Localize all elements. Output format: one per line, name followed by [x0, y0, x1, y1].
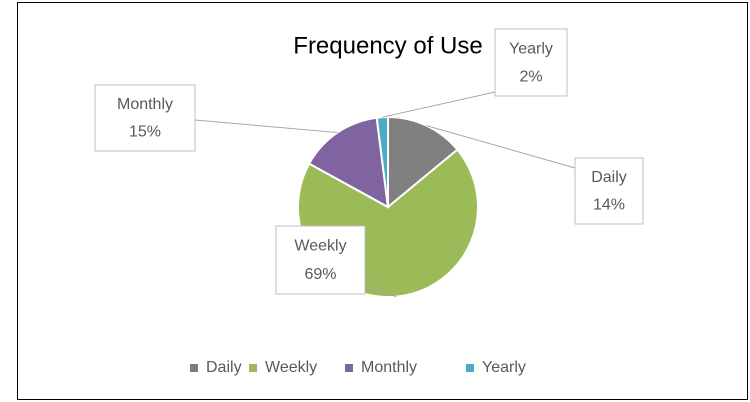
- legend-swatch: [190, 364, 198, 372]
- leader-line: [382, 91, 496, 118]
- data-label-box: [275, 225, 366, 295]
- data-label-box: [94, 84, 196, 152]
- pie-slice: [307, 116, 390, 209]
- data-label-value: 14%: [593, 197, 625, 214]
- data-label-box: [494, 28, 568, 97]
- legend-swatch: [345, 364, 353, 372]
- chart-title: Frequency of Use: [293, 32, 482, 59]
- legend-swatch: [466, 364, 474, 372]
- legend-swatch: [249, 364, 257, 372]
- data-label-name: Weekly: [294, 238, 346, 255]
- leader-line: [426, 125, 576, 169]
- data-label-name: Yearly: [509, 40, 553, 57]
- data-label-name: Monthly: [117, 96, 173, 113]
- legend-label: Daily: [206, 359, 242, 376]
- data-label-name: Daily: [591, 169, 627, 186]
- pie-slice: [375, 115, 389, 208]
- leader-line: [364, 285, 397, 298]
- data-label-box: [574, 157, 644, 225]
- data-label-value: 15%: [129, 124, 161, 141]
- leader-line: [194, 119, 338, 134]
- legend-label: Weekly: [265, 359, 317, 376]
- data-label-value: 2%: [519, 68, 542, 85]
- legend-label: Monthly: [361, 359, 417, 376]
- pie-slice: [387, 115, 459, 210]
- legend-label: Yearly: [482, 359, 526, 376]
- data-label-value: 69%: [304, 266, 336, 283]
